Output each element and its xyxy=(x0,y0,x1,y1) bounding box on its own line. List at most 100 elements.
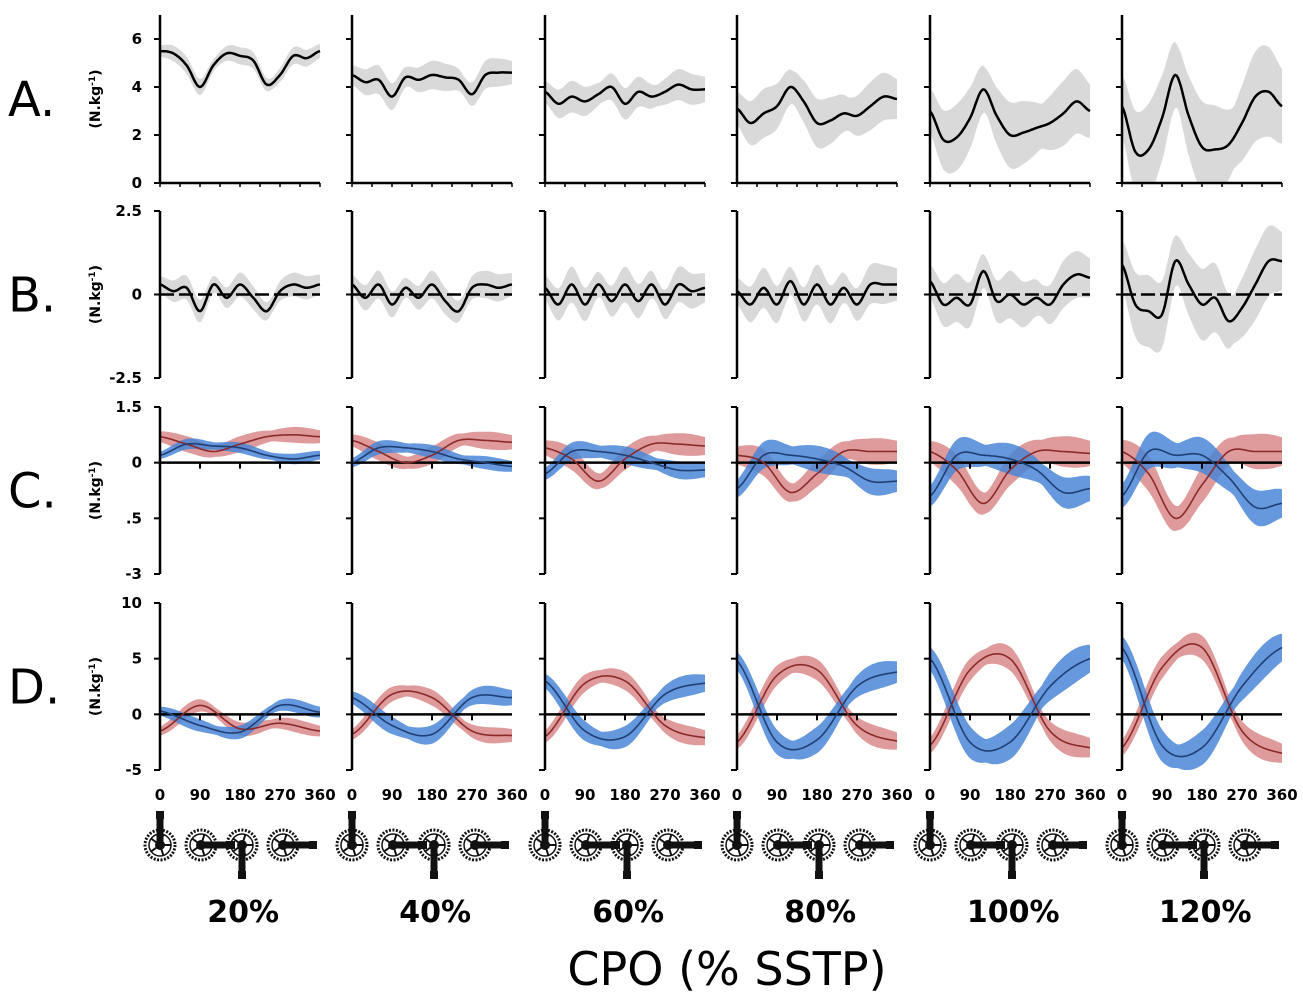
condition-label: 120% xyxy=(1159,895,1252,930)
panel-grid: A. (N.kg-1) 0 2 4 6 B. (N.kg-1) -2.5 0 2.5 C. (N.kg-… xyxy=(8,15,1298,804)
crank-icon xyxy=(417,828,451,879)
y-tick-label: 5 xyxy=(132,650,142,668)
y-tick-label: 10 xyxy=(121,594,142,612)
panel: 0 90 180 270 360 xyxy=(539,602,721,804)
panel: 0 90 180 270 360 xyxy=(346,602,528,804)
y-tick-label: 4 xyxy=(132,78,142,96)
tangential-mean-line xyxy=(351,694,512,737)
x-axis-title: CPO (% SSTP) xyxy=(567,942,886,996)
condition-label: 100% xyxy=(967,895,1060,930)
x-tick-label: 270 xyxy=(649,786,680,804)
tangential-mean-line xyxy=(544,448,705,475)
crank-icon xyxy=(843,828,894,862)
tangential-mean-line xyxy=(736,451,897,490)
panel xyxy=(346,210,513,379)
radial-mean-line xyxy=(929,652,1091,749)
mean-mean-line xyxy=(351,283,513,313)
panel xyxy=(539,15,706,187)
panel xyxy=(154,15,321,187)
condition-label: 80% xyxy=(784,895,856,930)
x-tick-label: 0 xyxy=(925,786,935,804)
panel xyxy=(924,210,1091,379)
x-tick-label: 360 xyxy=(689,786,720,804)
x-tick-label: 360 xyxy=(304,786,335,804)
crank-icon xyxy=(802,828,836,879)
crank-icon xyxy=(610,828,644,879)
x-tick-label: 360 xyxy=(1074,786,1105,804)
crank-icon xyxy=(335,811,369,862)
radial-mean-line xyxy=(351,690,513,737)
y-tick-label: 0 xyxy=(132,286,142,304)
x-tick-label: 0 xyxy=(155,786,165,804)
y-axis-label: (N.kg-1) xyxy=(88,461,104,520)
panel xyxy=(924,15,1091,187)
condition-label: 20% xyxy=(207,895,279,930)
y-tick-label: 0 xyxy=(132,174,142,192)
crank-icon xyxy=(913,811,947,862)
tangential-mean-line xyxy=(929,451,1091,497)
y-axis-label: (N.kg-1) xyxy=(88,657,104,716)
panel xyxy=(154,210,321,379)
radial-sd-band xyxy=(160,699,320,737)
tangential-mean-line xyxy=(736,660,898,751)
condition-label: 40% xyxy=(399,895,471,930)
radial-mean-line xyxy=(159,704,321,732)
mean-sd-band xyxy=(160,44,320,95)
panel xyxy=(731,15,898,187)
crank-icon xyxy=(458,828,509,862)
tangential-sd-band xyxy=(1122,431,1282,527)
tangential-mean-line xyxy=(1121,646,1283,758)
radial-mean-line xyxy=(544,442,706,483)
crank-icons-row xyxy=(143,811,1279,879)
x-tick-label: 360 xyxy=(1266,786,1297,804)
y-tick-label: 0 xyxy=(132,705,142,723)
tangential-mean-line xyxy=(159,442,321,460)
y-tick-label: 1.5 xyxy=(115,398,142,416)
crank-icon xyxy=(720,811,754,862)
y-tick-label: -3 xyxy=(125,565,142,583)
x-tick-label: 90 xyxy=(960,786,981,804)
radial-sd-band xyxy=(930,436,1090,515)
y-tick-label: 6 xyxy=(132,30,142,48)
x-tick-label: 0 xyxy=(540,786,550,804)
mean-sd-band xyxy=(352,270,512,323)
panel xyxy=(346,15,513,187)
condition-label: 60% xyxy=(592,895,664,930)
x-tick-label: 180 xyxy=(1186,786,1217,804)
crank-icon xyxy=(569,828,620,862)
panel: 0 90 180 270 360 xyxy=(154,602,336,804)
mean-sd-band xyxy=(737,69,897,149)
y-tick-label: -2.5 xyxy=(109,369,142,387)
x-tick-label: 0 xyxy=(1117,786,1127,804)
crank-icon xyxy=(184,828,235,862)
panel: 0 90 180 270 360 xyxy=(1116,602,1298,804)
tangential-sd-band xyxy=(352,685,512,745)
panel: 0 90 180 270 360 xyxy=(924,602,1106,804)
mean-mean-line xyxy=(544,282,706,306)
mean-sd-band xyxy=(930,65,1090,174)
x-tick-label: 90 xyxy=(575,786,596,804)
crank-icon xyxy=(1228,828,1279,862)
radial-mean-line xyxy=(929,449,1091,505)
tangential-mean-line xyxy=(159,703,321,734)
x-tick-label: 180 xyxy=(416,786,447,804)
y-tick-label: .5 xyxy=(126,509,142,527)
tangential-mean-line xyxy=(1121,448,1283,510)
mean-sd-band xyxy=(160,272,320,323)
x-tick-label: 180 xyxy=(224,786,255,804)
y-tick-label: 2 xyxy=(132,126,142,144)
mean-mean-line xyxy=(159,283,321,313)
panel xyxy=(154,406,321,575)
tangential-sd-band xyxy=(160,698,320,740)
tangential-sd-band xyxy=(737,652,897,760)
y-axis-label: (N.kg-1) xyxy=(88,265,104,324)
mean-sd-band xyxy=(1122,225,1282,353)
mean-mean-line xyxy=(736,279,897,306)
radial-mean-line xyxy=(736,449,897,494)
row-label: C. xyxy=(8,464,57,520)
crank-icon xyxy=(761,828,812,862)
crank-icon xyxy=(528,811,562,862)
panel xyxy=(924,406,1091,575)
panel xyxy=(1116,210,1283,379)
